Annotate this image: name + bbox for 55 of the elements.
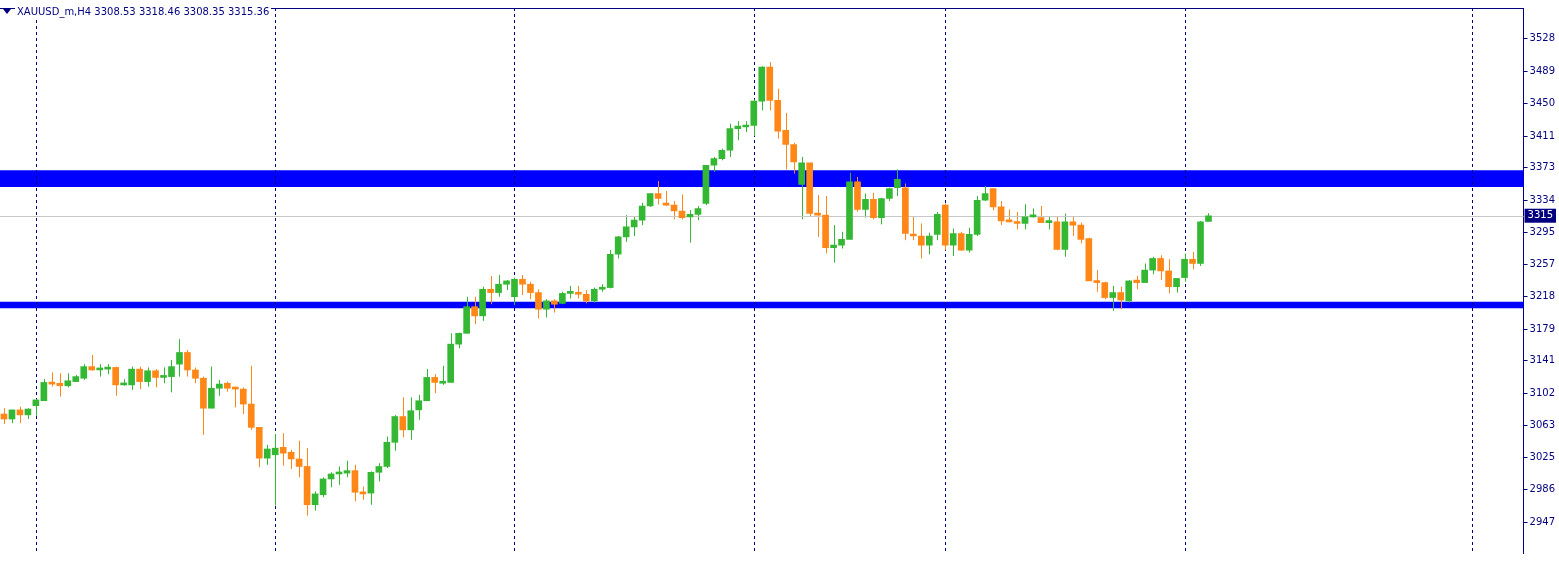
- candlestick: [949, 228, 957, 257]
- candlestick: [862, 193, 869, 219]
- candlestick: [351, 464, 359, 502]
- candlestick: [144, 366, 151, 388]
- candlestick: [1141, 262, 1148, 284]
- candlestick: [1181, 252, 1188, 283]
- ref-line-label: 3315: [1527, 209, 1553, 221]
- candlestick: [798, 156, 805, 220]
- y-tick-label: 2986: [1529, 483, 1555, 495]
- y-tick-label: 3102: [1529, 386, 1555, 398]
- candlestick: [830, 224, 837, 264]
- candlestick: [726, 123, 734, 158]
- y-tick-label: 3295: [1529, 226, 1555, 238]
- candlestick: [1157, 254, 1164, 281]
- candlestick: [654, 180, 662, 205]
- candlestick: [989, 188, 997, 211]
- candlestick: [1109, 285, 1117, 312]
- y-tick-label: 3063: [1529, 419, 1555, 431]
- candlestick: [543, 298, 550, 319]
- y-tick-label: 3489: [1529, 64, 1555, 76]
- candlestick: [1165, 258, 1172, 294]
- y-tick-label: 3025: [1529, 450, 1555, 462]
- candlestick: [375, 462, 383, 482]
- y-tick-label: 3218: [1529, 290, 1555, 302]
- y-tick-label: 2947: [1529, 515, 1555, 527]
- chart-title: XAUUSD_m,H4 3308.53 3318.46 3308.35 3315.36: [15, 6, 272, 17]
- y-tick-label: 3450: [1529, 97, 1555, 109]
- y-tick-label: 3334: [1529, 193, 1555, 205]
- y-tick-label: 3257: [1529, 257, 1555, 269]
- candlestick: [638, 202, 646, 226]
- candlestick: [487, 275, 494, 305]
- candlestick: [957, 231, 965, 252]
- y-tick-label: 3179: [1529, 322, 1555, 334]
- candlestick: [894, 168, 901, 197]
- candlestick: [239, 386, 247, 415]
- candlestick: [407, 396, 415, 441]
- y-tick-label: 3411: [1529, 129, 1555, 141]
- candlestick: [933, 211, 941, 241]
- candlestick: [184, 349, 191, 378]
- candlestick: [40, 378, 48, 402]
- candlestick: [431, 373, 439, 394]
- candlestick: [136, 366, 143, 390]
- candlestick: [152, 368, 159, 388]
- candlestick: [399, 396, 407, 438]
- candlestick: [870, 192, 877, 220]
- candlestick: [176, 338, 183, 378]
- candlestick: [925, 232, 933, 255]
- candlestick: [112, 366, 119, 397]
- y-tick-label: 3141: [1529, 354, 1555, 366]
- y-tick-label: 3373: [1529, 161, 1555, 173]
- candlestick: [471, 296, 478, 325]
- candlestick: [1117, 286, 1125, 310]
- candlestick: [1125, 279, 1133, 304]
- candlestick: [917, 223, 925, 259]
- y-tick-label: 3528: [1529, 32, 1555, 44]
